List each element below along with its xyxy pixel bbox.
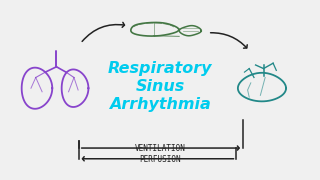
Text: PERFUSION: PERFUSION	[139, 155, 181, 164]
Text: Respiratory
Sinus
Arrhythmia: Respiratory Sinus Arrhythmia	[108, 61, 212, 112]
Text: VENTILATION: VENTILATION	[135, 143, 185, 152]
